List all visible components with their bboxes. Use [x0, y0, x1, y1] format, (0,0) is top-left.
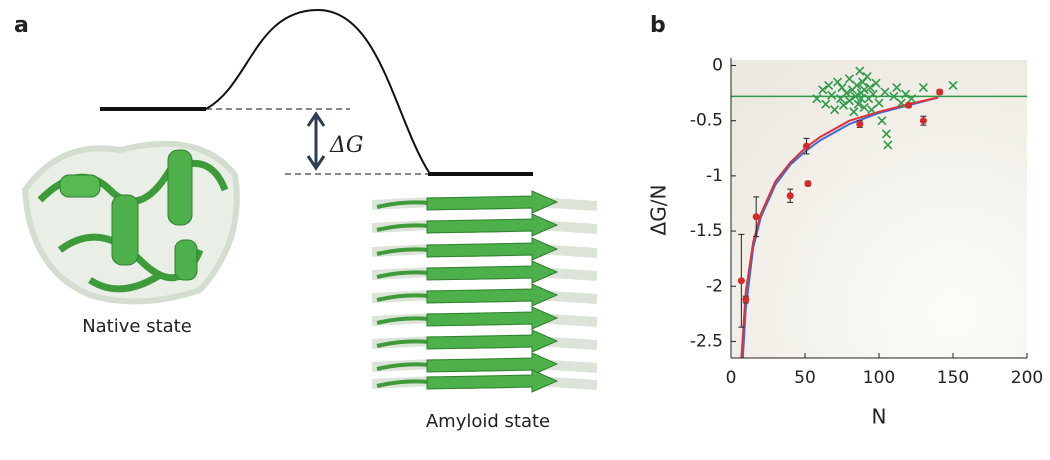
- x-tick-label: 50: [794, 368, 816, 388]
- x-tick-label: 200: [1011, 368, 1043, 388]
- x-marker: [865, 83, 875, 93]
- x-marker: [859, 102, 869, 113]
- plot: [731, 66, 1027, 359]
- x-marker: [844, 74, 854, 84]
- y-tick-label: -1: [706, 166, 723, 186]
- panel-label: a: [14, 13, 29, 38]
- x-marker: [868, 89, 878, 99]
- data-point: [737, 277, 745, 285]
- x-tick-label: 100: [863, 368, 895, 388]
- data-point: [905, 101, 913, 109]
- x-marker: [838, 100, 849, 110]
- x-marker: [818, 85, 828, 95]
- x-marker: [855, 66, 865, 76]
- x-marker: [948, 80, 958, 90]
- x-marker: [827, 90, 837, 100]
- y-tick-label: -1.5: [690, 221, 723, 241]
- x-marker: [874, 98, 884, 108]
- data-point: [742, 296, 750, 304]
- x-marker: [812, 94, 822, 104]
- x-marker: [871, 78, 881, 88]
- amyloid-label: Amyloid state: [426, 411, 550, 432]
- data-point: [752, 213, 760, 221]
- energy-diagram: ΔG: [100, 8, 533, 176]
- x-marker: [892, 83, 902, 93]
- y-tick-label: -2: [706, 276, 723, 296]
- x-marker: [859, 85, 869, 95]
- amyloid-protein: [372, 191, 597, 392]
- y-tick-label: 0: [712, 56, 723, 76]
- x-marker: [821, 99, 831, 109]
- x-marker: [844, 96, 854, 106]
- x-marker: [862, 71, 872, 82]
- y-axis-label: ΔG/N: [647, 185, 671, 236]
- panel-label: b: [650, 13, 666, 38]
- x-marker: [877, 116, 887, 126]
- x-marker: [883, 140, 893, 150]
- x-marker: [830, 105, 840, 115]
- y-tick-label: -2.5: [690, 331, 723, 351]
- delta-arrow: [306, 111, 326, 171]
- x-marker: [880, 87, 890, 97]
- data-point: [919, 117, 927, 125]
- x-marker: [850, 91, 860, 101]
- x-marker: [852, 80, 862, 90]
- x-tick-label: 0: [726, 368, 737, 388]
- delta-g-label: ΔG: [329, 133, 363, 158]
- native-protein: [21, 140, 240, 305]
- x-marker: [849, 107, 859, 117]
- data-point: [804, 180, 812, 188]
- x-marker: [856, 94, 866, 104]
- x-marker: [918, 83, 928, 93]
- x-marker: [824, 80, 834, 90]
- x-marker: [853, 99, 863, 109]
- y-tick-label: -0.5: [690, 111, 723, 131]
- energy-barrier: [205, 8, 431, 175]
- data-point: [786, 192, 794, 200]
- fit-curve: [740, 96, 939, 359]
- x-marker: [841, 88, 852, 98]
- fit-curve: [741, 96, 939, 359]
- x-axis-label: N: [872, 405, 887, 429]
- x-marker: [901, 89, 911, 99]
- native-label: Native state: [82, 316, 192, 337]
- x-tick-label: 150: [937, 368, 969, 388]
- data-point: [802, 142, 810, 150]
- x-marker: [896, 98, 906, 108]
- x-marker: [881, 129, 891, 139]
- x-marker: [867, 105, 877, 115]
- x-marker: [889, 91, 899, 101]
- plot-background: [731, 60, 1027, 358]
- data-point: [936, 88, 944, 96]
- x-marker: [906, 94, 917, 104]
- data-point: [856, 120, 864, 128]
